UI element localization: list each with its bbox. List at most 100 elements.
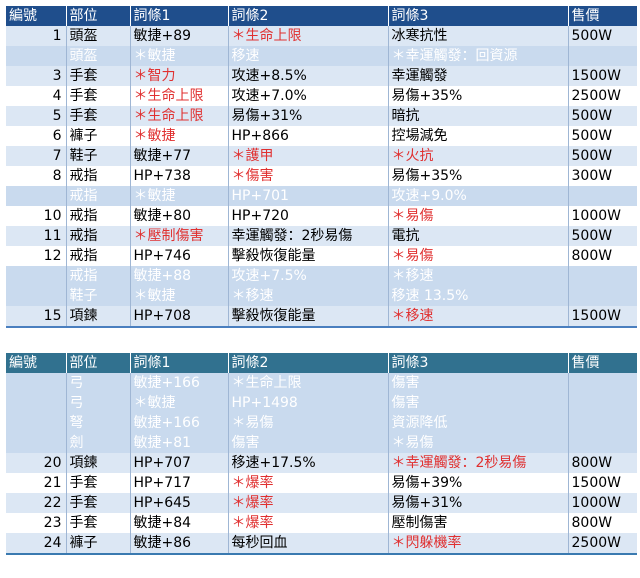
affix-2: 每秒回血 [227, 533, 388, 555]
item-number: 12 [6, 246, 66, 266]
item-number [6, 46, 66, 66]
affix-3: 冰寒抗性 [387, 26, 568, 46]
affix-3: ＊火抗 [387, 146, 568, 166]
item-number: 15 [6, 306, 66, 328]
affix-1: HP+738 [129, 166, 228, 186]
header-number: 編號 [6, 353, 66, 373]
header-affix-1: 詞條1 [129, 6, 228, 26]
affix-1: ＊敏捷 [129, 126, 228, 146]
table-row: 4 手套 ＊生命上限 攻速+7.0% 易傷+35% 2500W [6, 86, 637, 106]
affix-3: 易傷+39% [387, 473, 568, 493]
item-number: 20 [6, 453, 66, 473]
affix-1: ＊敏捷 [129, 393, 228, 413]
affix-1: ＊敏捷 [129, 286, 228, 306]
affix-3: ＊幸運觸發：2秒易傷 [387, 453, 568, 473]
item-price: 500W [567, 126, 637, 146]
item-price: 500W [567, 26, 637, 46]
header-affix-3: 詞條3 [387, 6, 568, 26]
item-price [567, 393, 637, 413]
affix-3: 幸運觸發 [387, 66, 568, 86]
affix-2: 幸運觸發：2秒易傷 [227, 226, 388, 246]
item-price: 500W [567, 106, 637, 126]
affix-1: 敏捷+166 [129, 373, 228, 393]
affix-3: 易傷+35% [387, 86, 568, 106]
table-row: 20 項鍊 HP+707 移速+17.5% ＊幸運觸發：2秒易傷 800W [6, 453, 637, 473]
table-row: 15 項鍊 HP+708 擊殺恢復能量 ＊移速 1500W [6, 306, 637, 328]
header-slot: 部位 [65, 353, 130, 373]
table-row: 10 戒指 敏捷+80 HP+720 ＊易傷 1000W [6, 206, 637, 226]
item-slot: 手套 [65, 493, 130, 513]
header-row: 編號 部位 詞條1 詞條2 詞條3 售價 [6, 353, 637, 373]
item-number: 5 [6, 106, 66, 126]
table-row: 1 頭盔 敏捷+89 ＊生命上限 冰寒抗性 500W [6, 26, 637, 46]
item-number: 11 [6, 226, 66, 246]
table-row: 6 褲子 ＊敏捷 HP+866 控場減免 500W [6, 126, 637, 146]
item-number: 21 [6, 473, 66, 493]
item-slot: 戒指 [65, 266, 130, 286]
affix-2: ＊爆率 [227, 513, 388, 533]
affix-3: ＊閃躲機率 [387, 533, 568, 555]
item-number [6, 373, 66, 393]
affix-1: HP+708 [129, 306, 228, 328]
affix-3: 暗抗 [387, 106, 568, 126]
affix-1: HP+746 [129, 246, 228, 266]
table-row: 5 手套 ＊生命上限 易傷+31% 暗抗 500W [6, 106, 637, 126]
item-slot: 項鍊 [65, 453, 130, 473]
affix-3: 資源降低 [387, 413, 568, 433]
item-price [567, 266, 637, 286]
item-price: 1500W [567, 473, 637, 493]
item-slot: 戒指 [65, 166, 130, 186]
table-row: 7 鞋子 敏捷+77 ＊護甲 ＊火抗 500W [6, 146, 637, 166]
table-row: 22 手套 HP+645 ＊爆率 易傷+31% 1000W [6, 493, 637, 513]
item-slot: 弓 [65, 393, 130, 413]
item-slot: 頭盔 [65, 26, 130, 46]
affix-2: 攻速+7.0% [227, 86, 388, 106]
item-number [6, 286, 66, 306]
affix-2: HP+866 [227, 126, 388, 146]
item-number: 4 [6, 86, 66, 106]
table-row: 戒指 ＊敏捷 HP+701 攻速+9.0% [6, 186, 637, 206]
affix-1: ＊生命上限 [129, 86, 228, 106]
affix-3: ＊易傷 [387, 433, 568, 453]
item-price: 1500W [567, 66, 637, 86]
affix-3: ＊移速 [387, 266, 568, 286]
item-price: 800W [567, 453, 637, 473]
affix-1: 敏捷+84 [129, 513, 228, 533]
item-number [6, 266, 66, 286]
affix-2: ＊移速 [227, 286, 388, 306]
affix-3: 易傷+35% [387, 166, 568, 186]
header-affix-2: 詞條2 [227, 6, 388, 26]
item-price: 800W [567, 513, 637, 533]
item-slot: 鞋子 [65, 286, 130, 306]
affix-2: 擊殺恢復能量 [227, 306, 388, 328]
item-number: 23 [6, 513, 66, 533]
table-row: 弓敏捷+166 ＊生命上限 傷害 [6, 373, 637, 393]
affix-3: 控場減免 [387, 126, 568, 146]
item-slot: 手套 [65, 513, 130, 533]
item-slot: 手套 [65, 106, 130, 126]
item-price [567, 46, 637, 66]
affix-2: ＊爆率 [227, 473, 388, 493]
item-number: 6 [6, 126, 66, 146]
header-slot: 部位 [65, 6, 130, 26]
item-price [567, 186, 637, 206]
item-price: 500W [567, 226, 637, 246]
item-price: 800W [567, 246, 637, 266]
affix-1: ＊壓制傷害 [129, 226, 228, 246]
affix-1: 敏捷+166 [129, 413, 228, 433]
table-row: 鞋子 ＊敏捷 ＊移速 移速 13.5% [6, 286, 637, 306]
header-number: 編號 [6, 6, 66, 26]
item-price: 500W [567, 146, 637, 166]
header-affix-2: 詞條2 [227, 353, 388, 373]
item-number: 22 [6, 493, 66, 513]
item-price: 2500W [567, 86, 637, 106]
affix-2: 攻速+7.5% [227, 266, 388, 286]
item-slot: 項鍊 [65, 306, 130, 328]
table-row: 23 手套 敏捷+84 ＊爆率 壓制傷害 800W [6, 513, 637, 533]
affix-2: ＊生命上限 [227, 26, 388, 46]
affix-1: ＊敏捷 [129, 186, 228, 206]
item-number [6, 413, 66, 433]
header-price: 售價 [567, 353, 637, 373]
affix-1: HP+717 [129, 473, 228, 493]
table-row: 24 褲子 敏捷+86 每秒回血 ＊閃躲機率 2500W [6, 533, 637, 555]
